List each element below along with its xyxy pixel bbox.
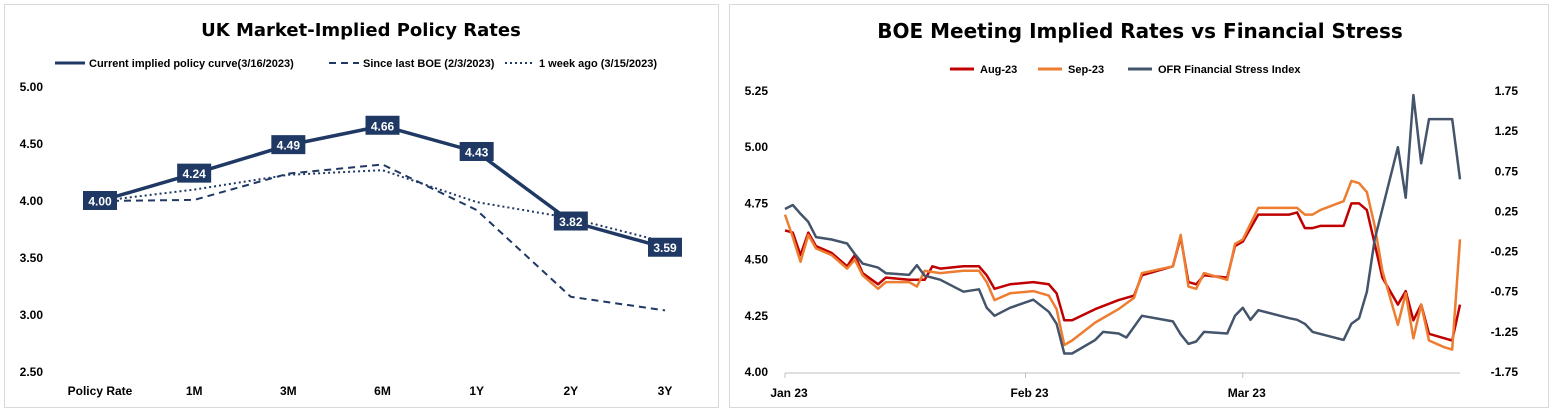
boe-stress-chart: BOE Meeting Implied Rates vs Financial S…	[745, 19, 1519, 400]
data-label-box	[271, 135, 306, 155]
y-tick-label: 4.75	[745, 196, 769, 210]
data-label: 3.59	[653, 241, 677, 255]
data-label: 4.00	[88, 195, 112, 209]
y2-tick-label: 0.25	[1495, 204, 1519, 218]
legend-label: Sep-23	[1068, 64, 1104, 76]
y-tick-label: 3.00	[20, 308, 44, 322]
legend-label: 1 week ago (3/15/2023)	[539, 58, 657, 70]
y2-tick-label: -1.25	[1491, 325, 1519, 339]
legend-label: Current implied policy curve(3/16/2023)	[89, 58, 294, 70]
y-tick-label: 5.25	[745, 84, 769, 98]
y2-tick-label: -0.25	[1491, 245, 1519, 259]
y2-tick-label: 1.25	[1495, 124, 1519, 138]
x-tick-label: Policy Rate	[68, 384, 133, 398]
y-tick-label: 4.00	[745, 365, 769, 379]
x-tick-label: Feb 23	[1011, 386, 1049, 400]
data-label-box	[648, 237, 682, 257]
implied-policy-rates-chart: UK Market-Implied Policy Rates Current im…	[20, 20, 682, 398]
data-label: 4.49	[277, 139, 301, 153]
data-label-box	[83, 191, 117, 210]
data-label-box	[459, 141, 494, 161]
legend-label: Since last BOE (2/3/2023)	[363, 58, 495, 70]
y-tick-label: 4.00	[20, 194, 44, 208]
legend-label: OFR Financial Stress Index	[1158, 64, 1301, 76]
y-tick-label: 2.50	[20, 365, 44, 379]
y-tick-label: 4.50	[745, 253, 769, 267]
y-tick-label: 5.00	[20, 80, 44, 94]
right-chart-panel: BOE Meeting Implied Rates vs Financial S…	[729, 4, 1549, 408]
data-label: 4.24	[182, 167, 206, 181]
x-tick-label: 6M	[374, 384, 391, 398]
x-tick-label: 1Y	[469, 384, 484, 398]
y2-tick-label: -0.75	[1491, 285, 1519, 299]
series-line	[783, 179, 1462, 351]
legend-label: Aug-23	[980, 64, 1017, 76]
series-line	[99, 163, 666, 312]
data-label: 3.82	[559, 215, 583, 229]
x-tick-label: Mar 23	[1228, 386, 1266, 400]
chart-title: BOE Meeting Implied Rates vs Financial S…	[877, 19, 1403, 43]
x-tick-label: 1M	[186, 384, 203, 398]
series-line	[784, 93, 1462, 355]
y-tick-label: 4.50	[20, 137, 44, 151]
x-tick-label: 3Y	[658, 384, 673, 398]
y2-tick-label: 1.75	[1495, 84, 1519, 98]
y-tick-label: 4.25	[745, 309, 769, 323]
x-tick-label: Jan 23	[770, 386, 808, 400]
x-tick-label: 3M	[280, 384, 297, 398]
data-label-box	[365, 115, 400, 135]
data-label: 4.43	[465, 145, 489, 159]
chart-title: UK Market-Implied Policy Rates	[201, 20, 521, 41]
data-label-box	[177, 163, 212, 183]
data-label-box	[553, 211, 588, 231]
left-chart-panel: UK Market-Implied Policy Rates Current im…	[4, 4, 719, 408]
x-tick-label: 2Y	[563, 384, 578, 398]
data-label: 4.66	[371, 119, 395, 133]
y2-tick-label: -1.75	[1491, 365, 1519, 379]
y-tick-label: 3.50	[20, 251, 44, 265]
y-tick-label: 5.00	[745, 140, 769, 154]
y2-tick-label: 0.75	[1495, 164, 1519, 178]
